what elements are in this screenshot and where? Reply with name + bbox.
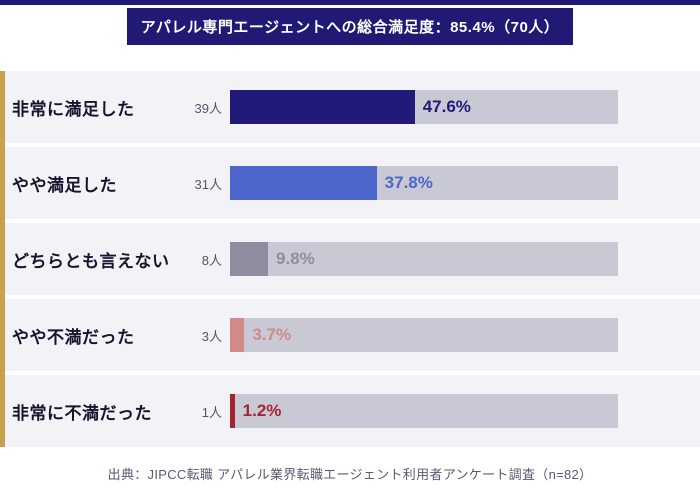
respondent-count: 1人 — [201, 404, 222, 420]
left-accent-stripe — [0, 71, 5, 447]
chart-row: やや満足した 31人 37.8% — [0, 147, 700, 219]
bar-track: 3.7% — [230, 318, 618, 352]
chart-row: 非常に満足した 39人 47.6% — [0, 71, 700, 143]
chart-page: アパレル専門エージェントへの総合満足度：85.4%（70人） 非常に満足した 3… — [0, 0, 700, 482]
title-container: アパレル専門エージェントへの総合満足度：85.4%（70人） — [0, 8, 700, 45]
chart-row: どちらとも言えない 8人 9.8% — [0, 223, 700, 295]
bar-fill — [230, 242, 269, 276]
bar-track: 1.2% — [230, 394, 618, 428]
category-label: やや満足した — [12, 175, 117, 195]
respondent-count: 3人 — [201, 328, 222, 344]
category-label: どちらとも言えない — [12, 251, 170, 271]
value-label: 37.8% — [384, 173, 433, 192]
bar-chart: 非常に満足した 39人 47.6% やや満足した 31人 37.8% どちらとも… — [0, 71, 700, 447]
category-label: 非常に不満だった — [12, 403, 152, 423]
top-accent-bar — [0, 0, 700, 5]
respondent-count: 39人 — [194, 100, 222, 116]
bar-track: 9.8% — [230, 242, 618, 276]
category-label: やや不満だった — [12, 327, 135, 347]
respondent-count: 8人 — [201, 252, 222, 268]
bar-fill — [230, 166, 377, 200]
value-label: 47.6% — [422, 97, 471, 116]
bar-fill — [230, 90, 415, 124]
value-label: 9.8% — [276, 249, 315, 268]
bar-fill — [230, 318, 245, 352]
chart-row: やや不満だった 3人 3.7% — [0, 299, 700, 371]
bar-fill — [230, 394, 235, 428]
chart-title: アパレル専門エージェントへの総合満足度：85.4%（70人） — [126, 8, 574, 45]
bar-track: 37.8% — [230, 166, 618, 200]
bar-track: 47.6% — [230, 90, 618, 124]
category-label: 非常に満足した — [12, 99, 135, 119]
respondent-count: 31人 — [194, 176, 222, 192]
value-label: 3.7% — [252, 325, 292, 344]
value-label: 1.2% — [242, 401, 282, 420]
source-note: 出典：JIPCC転職 アパレル業界転職エージェント利用者アンケート調査（n=82… — [107, 467, 593, 482]
chart-row: 非常に不満だった 1人 1.2% — [0, 375, 700, 447]
